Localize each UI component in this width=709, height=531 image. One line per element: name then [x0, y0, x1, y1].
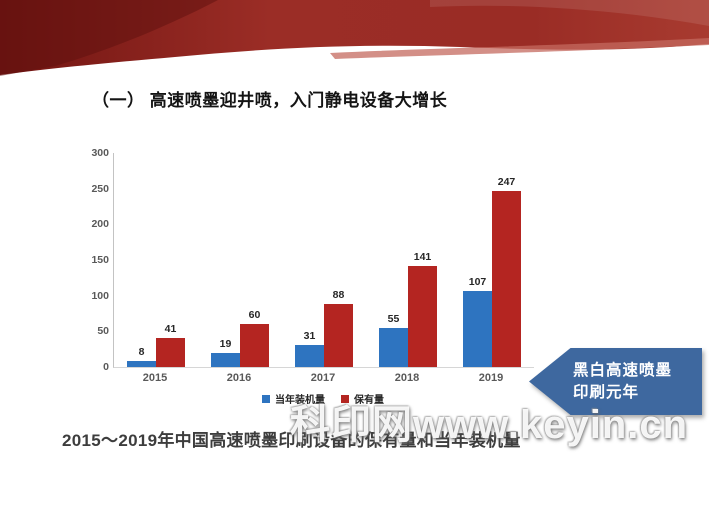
bar-value-label: 8 — [138, 346, 145, 358]
y-tick-label: 300 — [91, 147, 109, 159]
x-tick-label: 2018 — [394, 372, 420, 384]
x-tick-label: 2016 — [226, 372, 252, 384]
bar-value-label: 88 — [332, 289, 345, 301]
bar-保有量-2018 — [408, 266, 437, 367]
chart-caption: 2015～2019年中国高速喷墨印刷设备的保有量和当年装机量 — [62, 431, 521, 450]
slide-title: （一） 高速喷墨迎井喷，入门静电设备大增长 — [92, 91, 448, 110]
y-tick-label: 150 — [91, 254, 109, 266]
legend-item: 保有量 — [341, 391, 384, 406]
chart-legend: 当年装机量 保有量 — [113, 391, 533, 406]
bar-value-label: 19 — [219, 338, 232, 350]
bar-value-label: 107 — [468, 276, 487, 288]
bar-当年装机量-2019 — [463, 291, 492, 367]
x-tick-label: 2015 — [142, 372, 168, 384]
bar-保有量-2016 — [240, 324, 269, 367]
y-axis: 0 50 100 150 200 250 300 — [85, 147, 109, 373]
legend-swatch — [262, 394, 270, 403]
bar-chart: 0 50 100 150 200 250 300 8 41 19 60 31 88 55 141 107 24… — [85, 147, 565, 413]
y-tick-label: 100 — [91, 289, 109, 302]
bar-保有量-2015 — [156, 338, 185, 367]
plot-area: 8 41 19 60 31 88 55 141 107 247 — [113, 153, 534, 368]
y-tick-label: 200 — [91, 218, 109, 231]
callout-text-line1: 黑白高速喷墨 — [573, 361, 673, 379]
x-tick-label: 2019 — [478, 372, 504, 384]
bar-保有量-2019 — [492, 191, 521, 367]
bar-value-label: 141 — [413, 251, 432, 263]
y-tick-label: 0 — [103, 361, 109, 373]
legend-swatch — [341, 394, 349, 403]
header-red-swoosh-decoration — [0, 0, 709, 76]
callout-arrow-body: 黑白高速喷墨 印刷元年 — [529, 348, 702, 415]
y-tick-label: 50 — [97, 325, 109, 338]
bar-value-label: 31 — [303, 330, 316, 342]
bar-当年装机量-2017 — [295, 345, 324, 367]
bar-保有量-2017 — [324, 304, 353, 367]
legend-label: 保有量 — [354, 395, 384, 406]
legend-label: 当年装机量 — [275, 395, 325, 406]
y-tick-label: 250 — [91, 182, 109, 195]
bar-当年装机量-2015 — [127, 361, 156, 367]
x-tick-label: 2017 — [310, 372, 336, 384]
callout-text-line2: 印刷元年 — [573, 383, 640, 401]
watermark: 科印网www.keyin.cn — [290, 403, 689, 447]
bar-value-label: 55 — [387, 313, 400, 325]
bar-value-label: 247 — [497, 176, 516, 188]
bar-value-label: 41 — [164, 323, 177, 335]
x-axis: 2015 2016 2017 2018 2019 — [113, 372, 533, 384]
callout-arrow: 黑白高速喷墨 印刷元年 — [529, 348, 702, 415]
legend-item: 当年装机量 — [262, 391, 325, 406]
bar-value-label: 60 — [248, 309, 261, 321]
bar-当年装机量-2018 — [379, 328, 408, 367]
bar-当年装机量-2016 — [211, 353, 240, 367]
